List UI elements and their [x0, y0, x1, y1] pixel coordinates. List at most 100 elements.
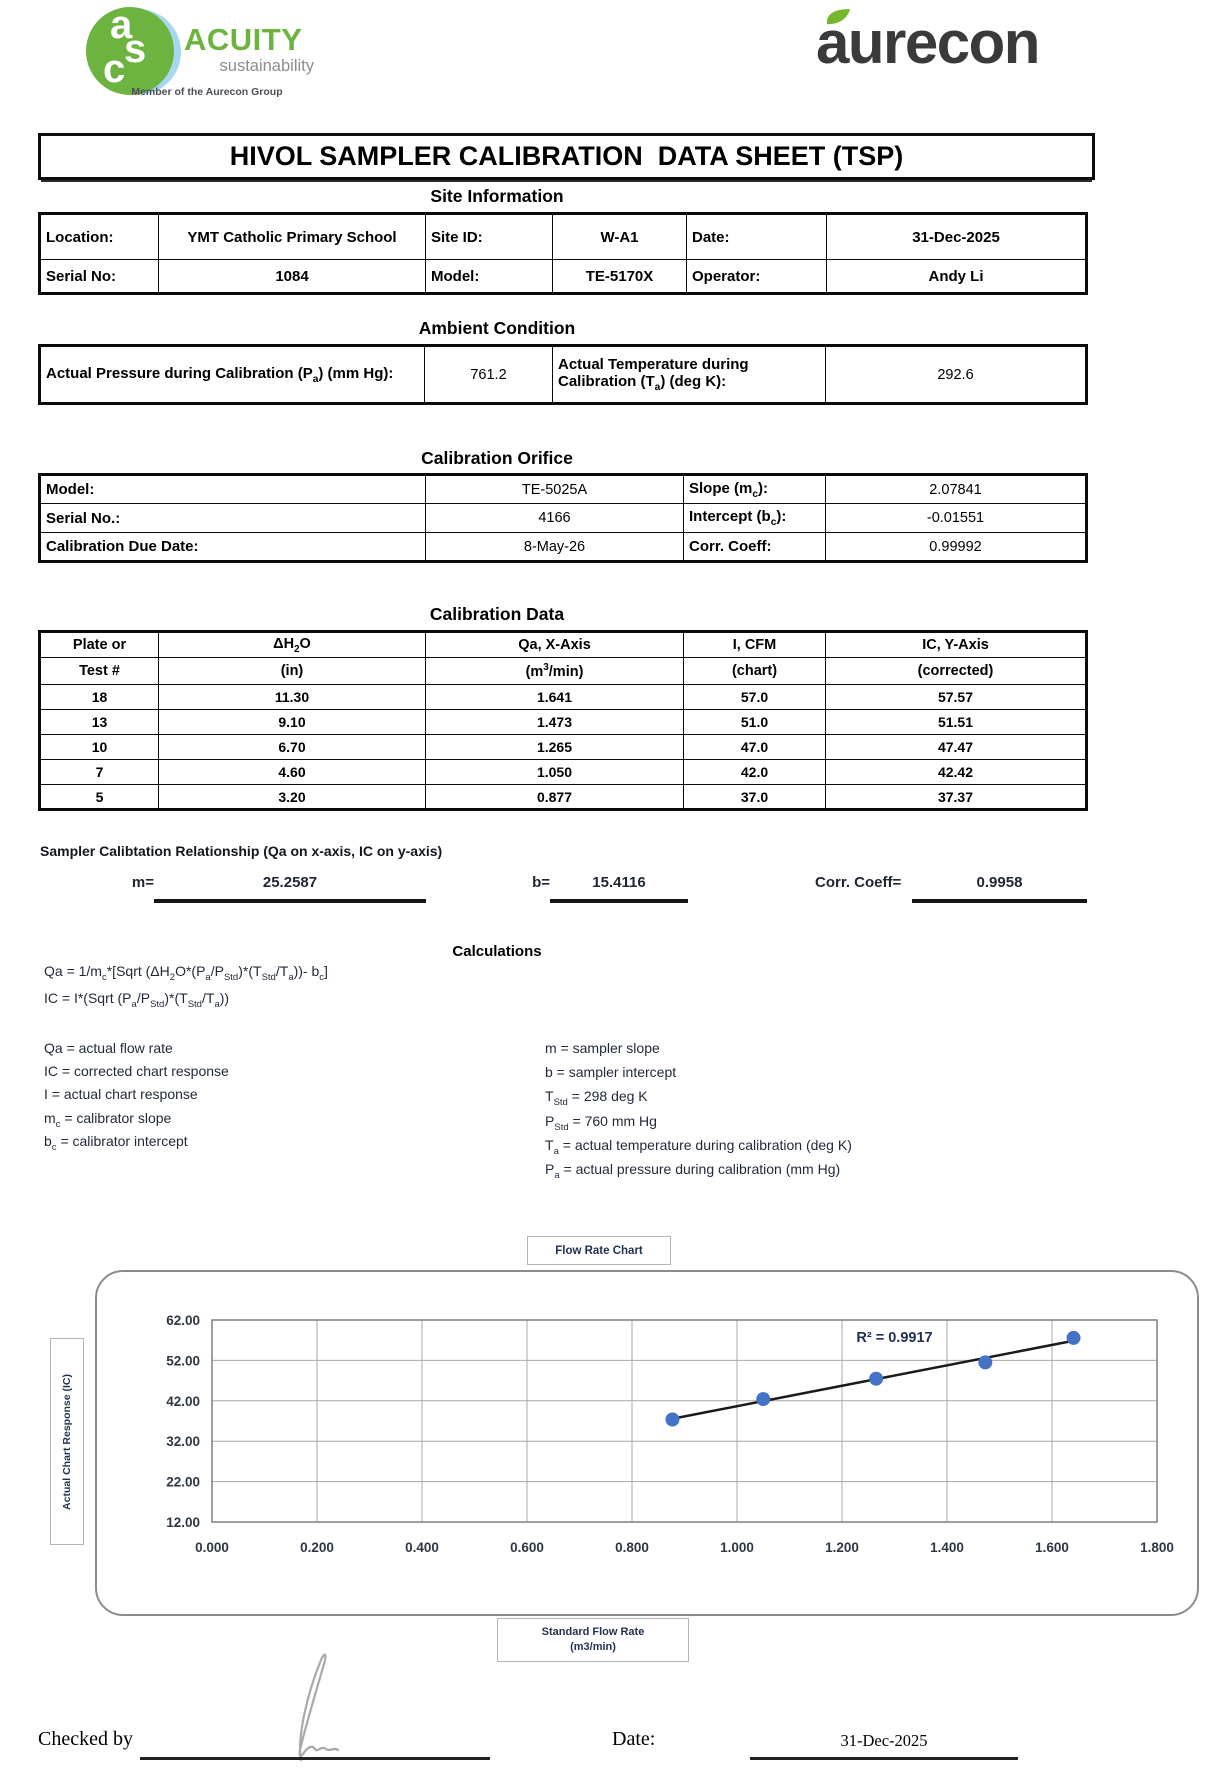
acuity-member-text: Member of the Aurecon Group: [131, 86, 283, 98]
aurecon-leaf-icon: [826, 9, 850, 25]
location-value: YMT Catholic Primary School: [158, 213, 426, 260]
calibration-data-heading: Calibration Data: [429, 604, 565, 624]
date-label: Date:: [686, 213, 827, 260]
site-id-value: W-A1: [552, 213, 687, 260]
table-row: 7 4.60 1.050 42.0 42.42: [39, 759, 1087, 785]
site-information-heading: Site Information: [430, 186, 564, 206]
header-row: Plate or ΔH2O Qa, X-Axis I, CFM IC, Y-Ax…: [39, 631, 1087, 658]
ambient-condition-heading: Ambient Condition: [418, 318, 576, 338]
col-subheader: (chart): [683, 657, 826, 685]
x-axis-label-line1: Standard Flow Rate: [541, 1625, 645, 1638]
due-date-label: Calibration Due Date:: [39, 532, 426, 562]
chart-title-box: Flow Rate Chart: [527, 1236, 671, 1265]
col-subheader: Test #: [39, 657, 159, 685]
b-value: 15.4116: [592, 874, 646, 891]
cell: 10: [39, 734, 159, 760]
col-subheader: (corrected): [825, 657, 1087, 685]
x-axis-label-line2: (m3/min): [570, 1641, 616, 1653]
due-date-value: 8-May-26: [425, 532, 684, 562]
page-title: HIVOL SAMPLER CALIBRATION DATA SHEET (TS…: [229, 141, 904, 171]
svg-text:0.600: 0.600: [510, 1540, 544, 1555]
operator-value: Andy Li: [826, 259, 1087, 294]
table-row: 5 3.20 0.877 37.0 37.37: [39, 784, 1087, 810]
acuity-monogram-icon: a s c: [86, 3, 174, 95]
m-value: 25.2587: [262, 874, 318, 891]
svg-text:32.00: 32.00: [166, 1434, 200, 1449]
operator-label: Operator:: [686, 259, 827, 294]
model-value: TE-5170X: [552, 259, 687, 294]
ambient-condition-table: Actual Pressure during Calibration (Pa) …: [38, 344, 1088, 405]
svg-text:1.600: 1.600: [1035, 1540, 1069, 1555]
cell: 57.57: [825, 684, 1087, 710]
cell: 42.0: [683, 759, 826, 785]
cell: 1.641: [425, 684, 684, 710]
svg-text:0.200: 0.200: [300, 1540, 334, 1555]
cell: 3.20: [158, 784, 426, 810]
footer-date-value: 31-Dec-2025: [840, 1731, 928, 1750]
relationship-corr-value: 0.9958: [976, 874, 1023, 891]
document-title-box: HIVOL SAMPLER CALIBRATION DATA SHEET (TS…: [38, 133, 1095, 180]
chart-frame: 12.00 22.00 32.00 42.00 52.00 62.00 0.000 0.200…: [95, 1270, 1199, 1616]
cell: 4.60: [158, 759, 426, 785]
cell: 13: [39, 709, 159, 735]
col-subheader: (m3/min): [425, 657, 684, 685]
cell: 0.877: [425, 784, 684, 810]
x-axis-label-box: Standard Flow Rate (m3/min): [497, 1618, 689, 1662]
svg-text:22.00: 22.00: [166, 1475, 200, 1490]
location-label: Location:: [39, 213, 159, 260]
model-label: Model:: [425, 259, 553, 294]
orifice-corr-label: Corr. Coeff:: [683, 532, 826, 562]
intercept-label: Intercept (bc):: [683, 503, 826, 533]
cell: 1.050: [425, 759, 684, 785]
col-header: I, CFM: [683, 631, 826, 658]
chart-title: Flow Rate Chart: [555, 1244, 643, 1257]
svg-text:1.200: 1.200: [825, 1540, 859, 1555]
orifice-serial-value: 4166: [425, 503, 684, 533]
svg-text:52.00: 52.00: [166, 1353, 200, 1368]
cell: 51.0: [683, 709, 826, 735]
monogram-letter: s: [124, 27, 147, 71]
definitions-left: Qa = actual flow rate IC = corrected cha…: [44, 1040, 229, 1156]
definition: IC = corrected chart response: [44, 1063, 229, 1080]
orifice-serial-label: Serial No.:: [39, 503, 426, 533]
definition: m = sampler slope: [545, 1040, 660, 1056]
site-id-label: Site ID:: [425, 213, 553, 260]
orifice-model-label: Model:: [39, 474, 426, 504]
definition: TStd = 298 deg K: [545, 1088, 648, 1109]
col-header: Qa, X-Axis: [425, 631, 684, 658]
header-row: Test # (in) (m3/min) (chart) (corrected): [39, 657, 1087, 685]
col-header: ΔH2O: [158, 631, 426, 658]
temperature-value: 292.6: [825, 345, 1087, 404]
definition: Pa = actual pressure during calibration …: [545, 1160, 841, 1181]
cell: 57.0: [683, 684, 826, 710]
cell: 1.473: [425, 709, 684, 735]
calibration-orifice-heading: Calibration Orifice: [421, 448, 573, 468]
definition: b = sampler intercept: [545, 1064, 677, 1081]
b-label: b=: [532, 874, 550, 891]
definition: PStd = 760 mm Hg: [545, 1112, 657, 1133]
date-value: 31-Dec-2025: [826, 213, 1087, 260]
calibration-data-table: Plate or ΔH2O Qa, X-Axis I, CFM IC, Y-Ax…: [38, 630, 1088, 811]
monogram-letter: a: [110, 3, 133, 47]
definitions-right: m = sampler slope b = sampler intercept …: [545, 1040, 852, 1185]
cell: 37.37: [825, 784, 1087, 810]
m-label: m=: [131, 874, 154, 891]
site-information-table: Location: YMT Catholic Primary School Si…: [38, 212, 1088, 295]
intercept-value: -0.01551: [825, 503, 1087, 533]
footer-date-label: Date:: [612, 1728, 656, 1750]
cell: 9.10: [158, 709, 426, 735]
svg-text:42.00: 42.00: [166, 1394, 200, 1409]
svg-text:1.800: 1.800: [1140, 1540, 1174, 1555]
col-header: Plate or: [39, 631, 159, 658]
signature: [298, 1653, 340, 1762]
definition: Ta = actual temperature during calibrati…: [545, 1136, 852, 1157]
calibration-orifice-table: Model: TE-5025A Slope (mc): 2.07841 Seri…: [38, 473, 1088, 563]
definition: mc = calibrator slope: [44, 1109, 172, 1130]
relationship-corr-label: Corr. Coeff=: [815, 874, 902, 891]
cell: 11.30: [158, 684, 426, 710]
svg-text:1.000: 1.000: [720, 1540, 754, 1555]
cell: 6.70: [158, 734, 426, 760]
checked-by-label: Checked by: [38, 1728, 133, 1750]
orifice-model-value: TE-5025A: [425, 474, 684, 504]
